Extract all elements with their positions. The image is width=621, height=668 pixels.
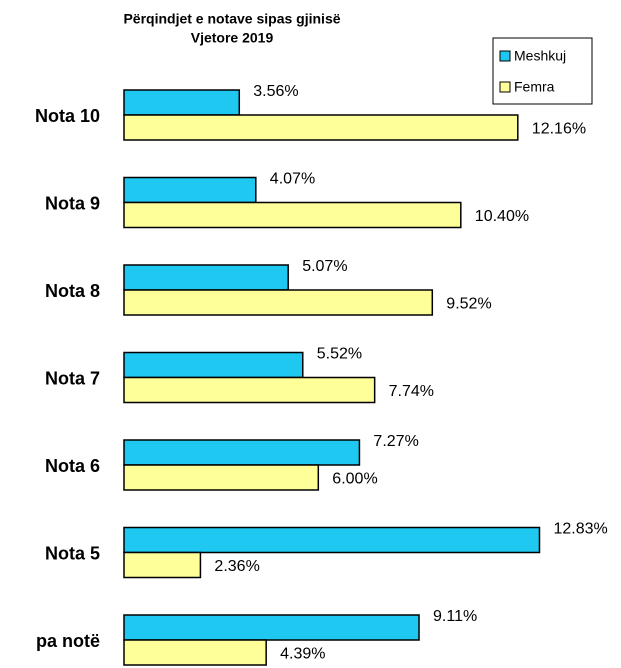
- legend-swatch: [499, 50, 511, 62]
- bar: [123, 551, 202, 579]
- category-label: Nota 9: [45, 193, 100, 213]
- value-label: 7.27%: [373, 433, 418, 450]
- value-label: 10.40%: [475, 208, 529, 225]
- bar: [123, 264, 289, 291]
- value-label: 12.83%: [553, 521, 607, 538]
- legend-swatch: [499, 81, 511, 93]
- bar: [123, 89, 241, 116]
- value-label: 2.36%: [214, 558, 259, 575]
- value-label: 9.52%: [446, 296, 491, 313]
- category-label: Nota 7: [45, 368, 100, 388]
- bar: [123, 351, 304, 379]
- legend-box: [492, 37, 593, 105]
- value-label: 4.39%: [280, 646, 325, 663]
- value-label: 3.56%: [253, 83, 298, 100]
- value-label: 4.07%: [270, 171, 315, 188]
- value-label: 12.16%: [532, 121, 586, 138]
- legend-label: Meshkuj: [514, 48, 566, 64]
- category-label: pa notë: [36, 631, 100, 651]
- bar: [123, 439, 361, 466]
- value-label: 6.00%: [332, 471, 377, 488]
- bar: [123, 376, 376, 404]
- category-label: Nota 6: [45, 456, 100, 476]
- bar: [123, 176, 257, 204]
- value-label: 9.11%: [433, 608, 477, 625]
- chart-subtitle: Vjetore 2019: [191, 30, 274, 46]
- value-label: 7.74%: [389, 383, 434, 400]
- bar: [123, 464, 320, 491]
- bar: [123, 201, 462, 229]
- value-label: 5.07%: [302, 258, 347, 275]
- bar: [123, 614, 420, 641]
- value-label: 5.52%: [317, 346, 362, 363]
- legend-label: Femra: [514, 79, 555, 95]
- category-label: Nota 8: [45, 281, 100, 301]
- bar: [123, 526, 541, 554]
- category-label: Nota 5: [45, 543, 100, 563]
- bar: [123, 114, 519, 141]
- category-label: Nota 10: [35, 106, 100, 126]
- bar: [123, 289, 434, 316]
- chart-title: Përqindjet e notave sipas gjinisë: [123, 11, 340, 27]
- bar: [123, 639, 267, 666]
